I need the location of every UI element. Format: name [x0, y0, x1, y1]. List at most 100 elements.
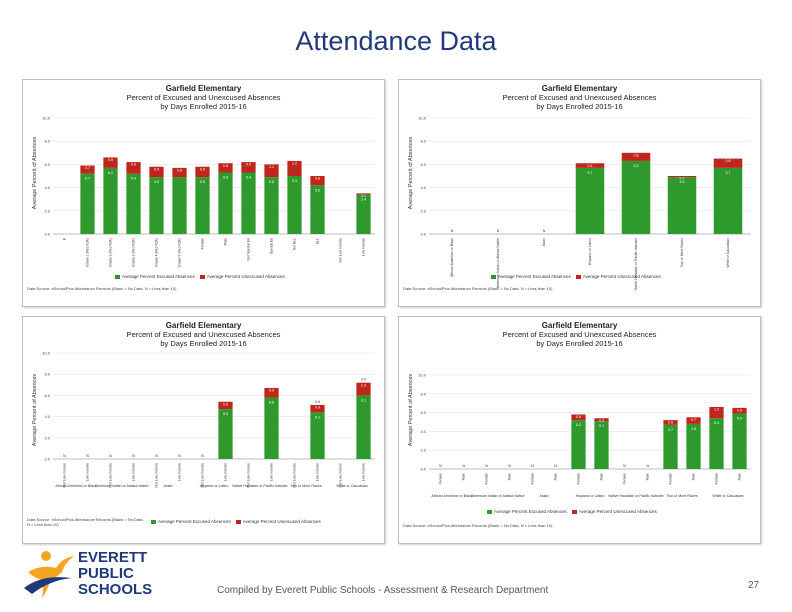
bar-excused [709, 418, 724, 469]
x-category-label: Grade 4 (Rec K2K) [155, 238, 159, 267]
chart-subtitle: by Days Enrolled 2015-16 [536, 102, 623, 111]
x-category-label: Native Hawaiian or Pacific Islander [634, 237, 638, 290]
x-category-label: Low Income [362, 238, 366, 256]
x-category-label: Grade 3 (Rec K2K) [132, 238, 136, 267]
bar-excused [356, 395, 371, 459]
bar-unexcused [218, 163, 233, 173]
legend-label-unexcused: Average Percent Unexcused Absences [578, 509, 657, 514]
bar-unexcused [709, 406, 724, 419]
x-category-label: Not Low Income [293, 463, 297, 488]
bar-excused [241, 172, 256, 234]
chart-school: Garfield Elementary [165, 321, 242, 330]
y-tick-label: 4.0 [44, 185, 50, 190]
x-category-label: Female [201, 238, 205, 249]
data-label-unexcused: 0.4 [588, 164, 593, 168]
y-tick-label: 0.0 [44, 457, 50, 462]
x-category-label: Female [439, 473, 443, 484]
bar-unexcused [195, 166, 210, 178]
x-group-label: American Indian or Alaska Native [96, 484, 149, 488]
x-category-label: ELL [316, 238, 320, 244]
x-category-label: Low Income [132, 463, 136, 481]
bar-excused [195, 177, 210, 234]
chart-note: Data Source: eSchoolPlus Attendance Reco… [403, 286, 553, 291]
page-title: Attendance Data [295, 26, 497, 56]
x-category-label: Not Special Ed [247, 238, 251, 261]
chart-panel-race-income: Garfield Elementary Percent of Excused a… [22, 316, 385, 544]
bar-unexcused [80, 165, 95, 174]
bar-excused [667, 177, 697, 234]
legend-label-excused: Average Percent Excused Absences [122, 274, 195, 279]
y-tick-label: 0.0 [420, 232, 426, 237]
x-category-label: American Indian or Alaska Native [496, 238, 500, 288]
legend-swatch-excused [487, 509, 492, 514]
data-label-excused: 5.1 [315, 415, 320, 419]
bar-unexcused [172, 167, 187, 178]
bar-excused [287, 176, 302, 234]
data-label-na: N [451, 229, 454, 233]
bar-chart-svg: 0.0 2.0 4.0 6.0 8.0 10.0 N African American or … [418, 116, 751, 290]
bar-unexcused [149, 166, 164, 178]
x-category-label: Female [531, 473, 535, 484]
bar-unexcused [667, 176, 697, 178]
data-label-excused: 6.1 [361, 398, 366, 402]
chart-subtitle: by Days Enrolled 2015-16 [160, 102, 247, 111]
x-category-label: Female [669, 473, 673, 484]
bar-excused [218, 172, 233, 234]
data-label-excused: 4.9 [154, 180, 159, 184]
bar-unexcused [713, 158, 743, 168]
data-label-excused: 5.3 [223, 412, 228, 416]
bar-unexcused [126, 162, 141, 174]
y-tick-label: 10.0 [42, 116, 51, 121]
y-tick-label: 8.0 [44, 139, 50, 144]
x-category-label: Female [715, 473, 719, 484]
x-category-label: Asian [542, 238, 546, 247]
y-tick-label: 6.0 [420, 410, 426, 415]
chart-school: Garfield Elementary [165, 84, 242, 93]
data-label-excused: 6.3 [634, 164, 639, 168]
data-label-unexcused: 0.8 [634, 153, 639, 157]
data-label-unexcused: 0.9 [269, 389, 274, 393]
bar-unexcused [621, 152, 651, 161]
x-category-label: Not Low Income [201, 463, 205, 488]
data-label-unexcused: 0.6 [737, 409, 742, 413]
y-tick-label: 6.0 [420, 162, 426, 167]
x-group-label: African American or Black [55, 484, 96, 488]
data-label-unexcused: 0.6 [223, 402, 228, 406]
x-category-label: Grade 5 (Rec K2K) [178, 238, 182, 267]
data-label-top: 0.9 [361, 378, 366, 382]
bar-excused [172, 177, 187, 234]
bar-unexcused [575, 163, 605, 168]
bar-excused [264, 397, 279, 459]
x-group-label: White or Caucasian [336, 484, 367, 488]
x-group-label: Asian [164, 484, 173, 488]
logo-text-line1: EVERETT [78, 549, 148, 566]
x-category-label: White or Caucasian [726, 238, 730, 268]
x-category-label: Not Low Income [155, 463, 159, 488]
x-category-label: Female [485, 473, 489, 484]
data-label-unexcused: 0.1 [361, 194, 366, 198]
data-label-na: N [201, 454, 204, 458]
legend-swatch-unexcused [199, 274, 205, 279]
chart-legend: Average Percent Excused Absences Average… [491, 274, 661, 279]
data-label-excused: 5.3 [292, 179, 297, 183]
data-label-unexcused: 0.9 [131, 163, 136, 167]
data-label-na: N [86, 454, 89, 458]
data-label-excused: 4.9 [680, 180, 685, 184]
footer-credit: Compiled by Everett Public Schools - Ass… [217, 585, 549, 596]
x-category-label: Hispanic or Latino [588, 238, 592, 265]
data-label-unexcused: 0.9 [154, 167, 159, 171]
legend-label-unexcused: Average Percent Unexcused Absences [242, 519, 321, 524]
bar-unexcused [686, 417, 701, 424]
data-label-unexcused: 1.2 [292, 162, 297, 166]
x-category-label: Not Low Income [109, 463, 113, 488]
x-group-label: Two or More Races [666, 494, 697, 498]
chart-note: Data Source: eSchoolPlus Attendance Reco… [27, 286, 177, 291]
y-tick-label: 2.0 [44, 435, 50, 440]
bar-excused [621, 160, 651, 234]
chart-subtitle: by Days Enrolled 2015-16 [160, 339, 247, 348]
data-label-excused: 5.5 [200, 180, 205, 184]
data-label-unexcused: 0.9 [200, 167, 205, 171]
data-label-na: N [439, 464, 442, 468]
legend-swatch-unexcused [575, 274, 581, 279]
bar-unexcused [218, 401, 233, 410]
